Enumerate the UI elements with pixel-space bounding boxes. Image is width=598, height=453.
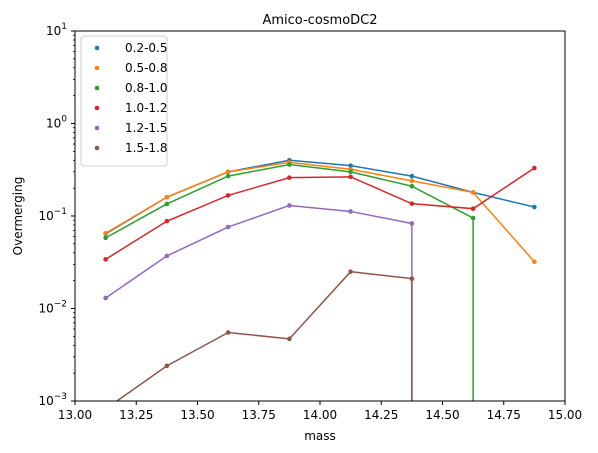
data-point [532,259,537,265]
data-point [348,163,353,168]
data-point [164,201,170,207]
data-point [164,218,170,224]
x-tick-label: 13.75 [242,408,276,422]
data-point [409,221,415,226]
legend-label: 0.5-0.8 [125,61,168,75]
y-tick-label: 101 [46,22,67,38]
x-tick-label: 14.50 [425,408,459,422]
y-tick-label: 10−2 [38,300,67,316]
data-point [348,209,353,214]
data-point [287,162,292,167]
y-tick-label: 10−1 [38,207,67,223]
data-point [409,178,415,184]
data-point [409,201,415,206]
y-tick-label: 100 [46,115,67,131]
x-axis: 13.00 13.25 13.50 13.75 14.00 14.25 14.50 14.75… [58,401,582,422]
x-tick-label: 14.00 [303,408,337,422]
data-point [532,165,537,171]
data-point [164,363,170,369]
x-tick-label: 14.25 [364,408,398,422]
data-point [103,231,108,236]
data-point [225,173,231,179]
data-point [348,269,353,274]
legend-marker [94,85,100,91]
x-tick-label: 13.50 [180,408,214,422]
data-point [225,224,231,230]
data-point [225,193,231,198]
x-tick-label: 13.00 [58,408,92,422]
legend-label: 1.0-1.2 [125,101,168,115]
data-point [532,204,537,210]
legend-label: 1.2-1.5 [125,121,168,135]
data-point [103,257,108,262]
data-point [164,194,170,200]
legend-label: 0.2-0.5 [125,41,168,55]
data-point [164,253,170,259]
series-line [105,161,535,263]
x-tick-label: 13.25 [119,408,153,422]
data-point [409,276,415,281]
series-line [105,167,535,260]
legend-marker [94,145,100,151]
legend-label: 0.8-1.0 [125,81,168,95]
y-axis-label: Overmerging [11,177,25,256]
y-tick-label: 10−3 [38,392,67,408]
data-point [348,174,353,180]
data-point [225,330,231,335]
data-point [287,175,292,180]
data-point [103,235,108,241]
legend-marker [94,45,100,51]
x-axis-label: mass [304,429,336,443]
legend-frame [80,35,168,167]
data-point [103,295,108,301]
data-point [348,169,353,175]
legend-marker [94,65,100,71]
series-layer [103,158,537,401]
data-point [287,203,292,208]
legend-marker [94,105,100,111]
x-tick-label: 15.00 [548,408,582,422]
legend-label: 1.5-1.8 [125,141,168,155]
x-tick-label: 14.75 [487,408,521,422]
data-point [470,190,476,195]
legend-marker [94,125,100,131]
data-point [409,183,415,189]
data-point [225,169,231,175]
series-line [105,163,474,401]
legend: 0.2-0.5 0.5-0.8 0.8-1.0 1.0-1.2 1.2-1.5 1.5-1… [80,35,168,167]
chart-title: Amico-cosmoDC2 [262,13,377,28]
y-axis: 10−3 10−2 10−1 100 101 [38,22,75,408]
data-point [470,206,476,211]
data-point [287,336,292,342]
data-point [470,215,476,221]
data-point [409,173,415,179]
